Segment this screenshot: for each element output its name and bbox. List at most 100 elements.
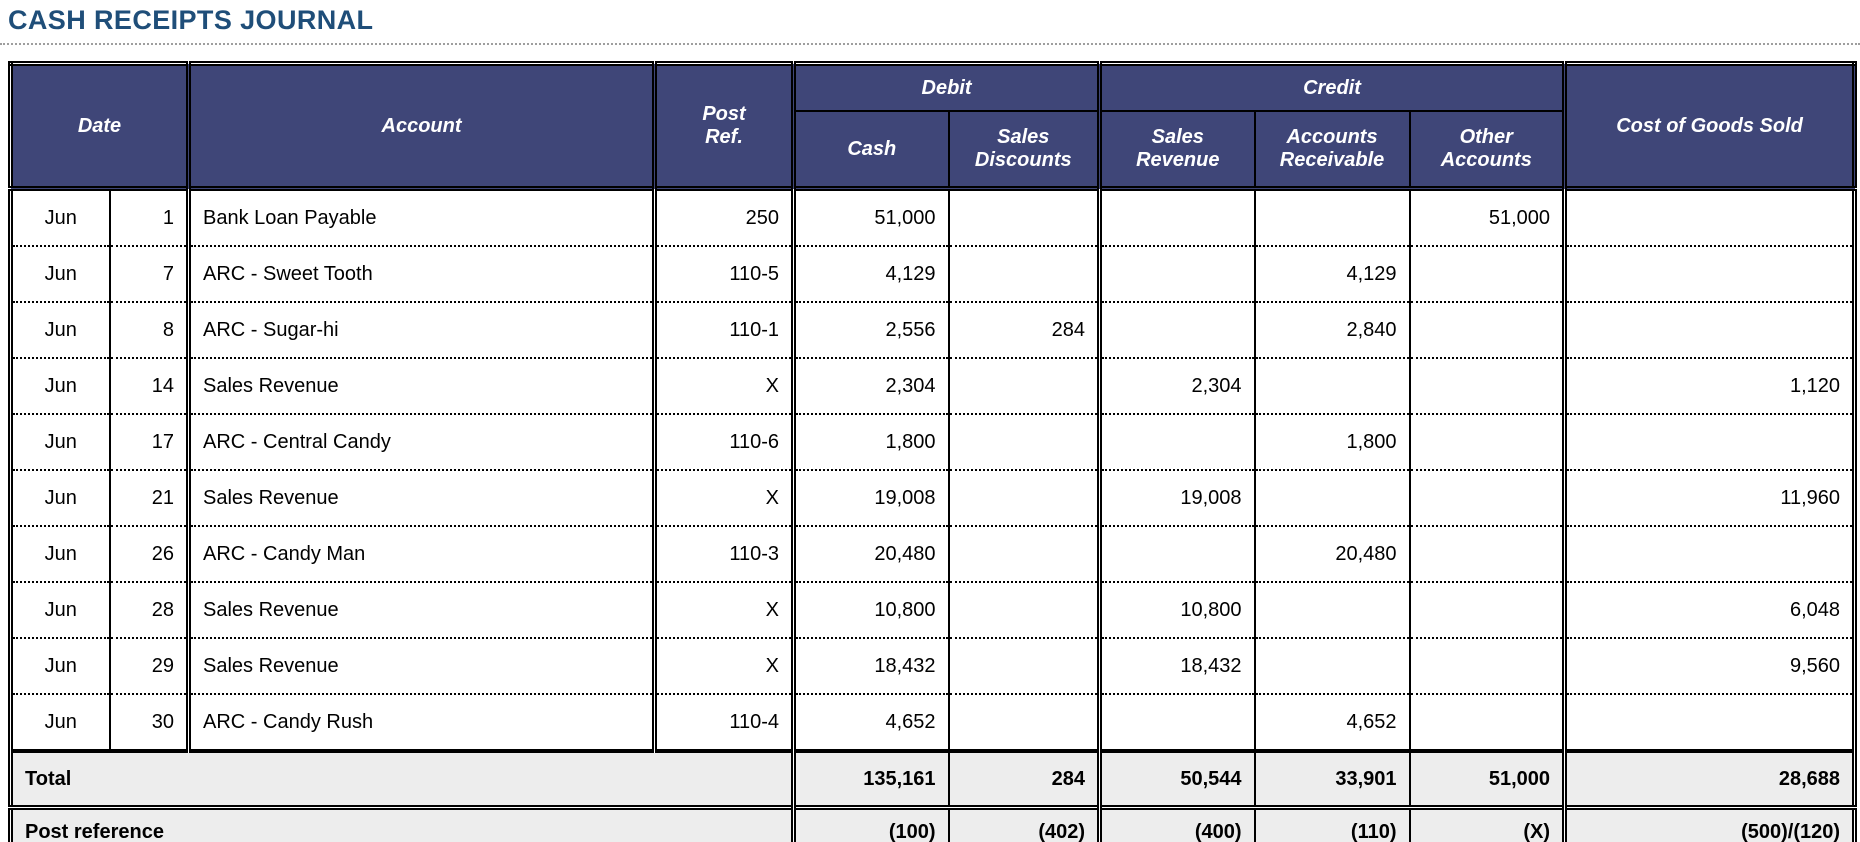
other-accounts-cell [1408, 693, 1565, 751]
date-month-cell: Jun [10, 357, 110, 414]
journal-body: Jun 1 Bank Loan Payable 250 51,000 51,000 Jun 7… [10, 188, 1855, 842]
title-divider [0, 43, 1860, 45]
date-month-cell: Jun [10, 413, 110, 470]
sales-discounts-cell [947, 357, 1100, 414]
cogs-cell [1562, 525, 1855, 582]
table-row: Jun 17 ARC - Central Candy 110-6 1,800 1,800 [10, 413, 1855, 470]
post-ref-cell: 110-1 [652, 301, 794, 358]
table-row: Jun 7 ARC - Sweet Tooth 110-5 4,129 4,129 [10, 245, 1855, 302]
page-title: CASH RECEIPTS JOURNAL [8, 5, 374, 35]
post-reference-cash: (100) [791, 805, 949, 842]
account-cell: Sales Revenue [186, 469, 655, 526]
total-cash-value: 135,161 [791, 749, 949, 808]
sales-revenue-cell: 2,304 [1097, 357, 1255, 414]
total-row: Total 135,161 284 50,544 33,901 51,000 2… [10, 749, 1855, 808]
other-accounts-cell [1408, 637, 1565, 694]
other-accounts-cell [1408, 301, 1565, 358]
cash-cell: 20,480 [791, 525, 949, 582]
header-sales-discounts: Sales Discounts [947, 111, 1100, 189]
date-month-cell: Jun [44, 206, 77, 229]
date-day-cell: 21 [108, 469, 189, 526]
sales-revenue-cell [1097, 301, 1255, 358]
post-ref-cell: X [652, 469, 794, 526]
account-cell: Sales Revenue [186, 581, 655, 638]
date-day-cell: 30 [108, 693, 189, 751]
cash-cell: 18,432 [791, 637, 949, 694]
header-date: Date [10, 63, 189, 189]
sales-revenue-cell [1097, 693, 1255, 751]
sales-discounts-cell [947, 245, 1100, 302]
table-row: Jun 30 ARC - Candy Rush 110-4 4,652 4,652 [10, 693, 1855, 751]
cash-cell: 4,652 [791, 693, 949, 751]
cash-cell: 4,129 [791, 245, 949, 302]
total-sales-discounts-value: 284 [947, 749, 1100, 808]
cash-cell: 2,556 [791, 301, 949, 358]
cash-cell: 2,304 [791, 357, 949, 414]
total-accounts-receivable-value: 33,901 [1253, 749, 1410, 808]
sales-discounts-cell [947, 525, 1100, 582]
date-day-cell: 1 [108, 188, 189, 246]
date-month-cell: Jun [10, 301, 110, 358]
post-reference-sales-revenue: (400) [1097, 805, 1255, 842]
date-day-cell: 26 [108, 525, 189, 582]
cogs-cell: 6,048 [1562, 581, 1855, 638]
cash-cell: 1,800 [791, 413, 949, 470]
cogs-cell [1562, 693, 1855, 751]
journal-header: Date Account Post Ref. Debit Credit Cost… [10, 63, 1855, 189]
other-accounts-cell [1408, 357, 1565, 414]
date-day-cell: 17 [108, 413, 189, 470]
total-other-accounts-value: 51,000 [1408, 749, 1565, 808]
sales-revenue-cell [1097, 525, 1255, 582]
sales-revenue-cell [1097, 245, 1255, 302]
sales-revenue-cell [1097, 188, 1255, 246]
cogs-cell: 11,960 [1562, 469, 1855, 526]
header-cash: Cash [791, 111, 949, 189]
account-cell: Sales Revenue [186, 357, 655, 414]
account-cell: ARC - Central Candy [186, 413, 655, 470]
cash-cell: 19,008 [791, 469, 949, 526]
account-cell: ARC - Sweet Tooth [186, 245, 655, 302]
accounts-receivable-cell [1253, 357, 1410, 414]
post-reference-other-accounts: (X) [1408, 805, 1565, 842]
sales-discounts-cell: 284 [947, 301, 1100, 358]
date-month-cell: Jun [10, 245, 110, 302]
post-reference-sales-discounts: (402) [947, 805, 1100, 842]
post-ref-cell: 250 [652, 188, 794, 246]
post-reference-accounts-receivable: (110) [1253, 805, 1410, 842]
account-cell: Sales Revenue [186, 637, 655, 694]
post-ref-cell: X [652, 581, 794, 638]
other-accounts-cell [1408, 525, 1565, 582]
other-accounts-cell [1408, 245, 1565, 302]
accounts-receivable-cell: 4,129 [1253, 245, 1410, 302]
account-cell: ARC - Candy Rush [186, 693, 655, 751]
sales-discounts-cell [947, 188, 1100, 246]
total-label: Total [10, 749, 794, 808]
accounts-receivable-cell [1253, 469, 1410, 526]
date-day-cell: 29 [108, 637, 189, 694]
table-row: Jun 1 Bank Loan Payable 250 51,000 51,000 [11, 188, 1855, 246]
sales-discounts-cell [947, 693, 1100, 751]
accounts-receivable-cell: 20,480 [1253, 525, 1410, 582]
accounts-receivable-cell: 1,800 [1253, 413, 1410, 470]
sales-revenue-cell: 19,008 [1097, 469, 1255, 526]
cogs-cell [1562, 245, 1855, 302]
other-accounts-cell [1408, 581, 1565, 638]
sales-revenue-cell: 18,432 [1097, 637, 1255, 694]
cogs-cell: 9,560 [1562, 637, 1855, 694]
journal-table: Date Account Post Ref. Debit Credit Cost… [8, 61, 1858, 842]
table-row: Jun 29 Sales Revenue X 18,432 18,432 9,560 [10, 637, 1855, 694]
accounts-receivable-cell [1253, 188, 1410, 246]
sales-revenue-cell [1097, 413, 1255, 470]
post-ref-cell: X [652, 637, 794, 694]
table-row: Jun 21 Sales Revenue X 19,008 19,008 11,960 [10, 469, 1855, 526]
sales-discounts-cell [947, 637, 1100, 694]
date-month-cell: Jun [10, 469, 110, 526]
header-account: Account [186, 63, 655, 189]
date-day-cell: 8 [108, 301, 189, 358]
table-row: Jun 28 Sales Revenue X 10,800 10,800 6,048 [10, 581, 1855, 638]
account-cell: ARC - Candy Man [186, 525, 655, 582]
date-day-cell: 28 [108, 581, 189, 638]
header-other-accounts: Other Accounts [1408, 111, 1565, 189]
cash-cell: 51,000 [791, 188, 949, 246]
sales-discounts-cell [947, 413, 1100, 470]
